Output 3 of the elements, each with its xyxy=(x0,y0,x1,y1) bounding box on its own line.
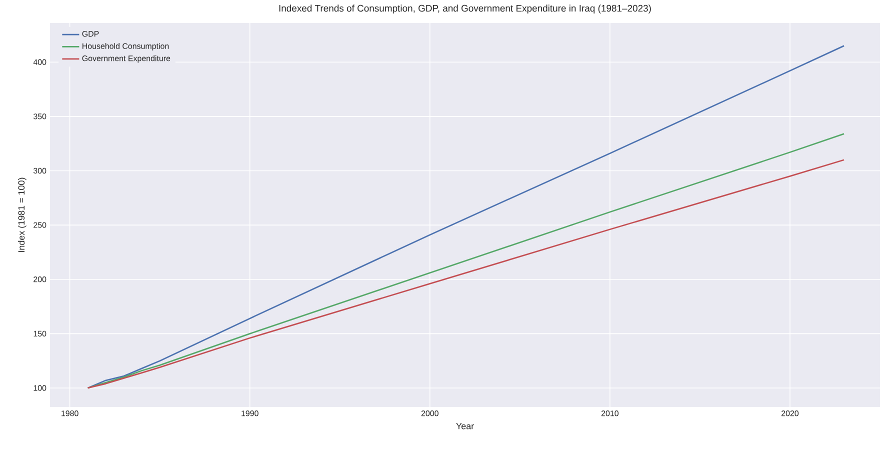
chart-title: Indexed Trends of Consumption, GDP, and Government Expenditure in Iraq (1981–2023) xyxy=(279,4,651,14)
x-axis-title: Year xyxy=(456,423,474,430)
y-axis-title: Index (1981 = 100) xyxy=(18,178,26,252)
